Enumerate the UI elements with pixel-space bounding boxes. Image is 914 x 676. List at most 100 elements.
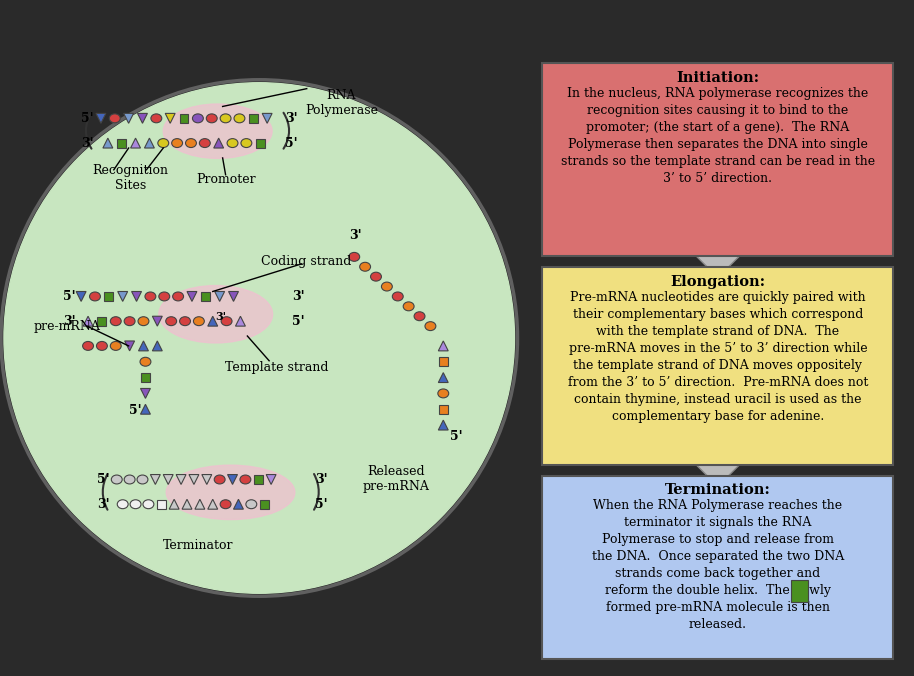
Text: 3': 3'	[349, 228, 362, 241]
Ellipse shape	[165, 317, 176, 326]
Ellipse shape	[124, 475, 135, 484]
FancyBboxPatch shape	[542, 63, 894, 256]
Polygon shape	[207, 500, 218, 509]
Text: 5': 5'	[314, 498, 327, 511]
Ellipse shape	[110, 114, 121, 123]
Text: 3': 3'	[81, 137, 94, 149]
Polygon shape	[696, 464, 739, 487]
Text: pre-mRNA: pre-mRNA	[34, 320, 101, 333]
FancyBboxPatch shape	[249, 114, 258, 123]
Polygon shape	[207, 316, 218, 326]
Polygon shape	[83, 316, 93, 326]
Text: 5': 5'	[81, 112, 94, 125]
Ellipse shape	[414, 312, 425, 320]
Polygon shape	[215, 291, 225, 301]
Polygon shape	[262, 114, 272, 123]
Text: Promoter: Promoter	[196, 173, 255, 186]
Polygon shape	[214, 138, 224, 148]
Polygon shape	[76, 291, 86, 301]
Polygon shape	[228, 475, 238, 485]
FancyBboxPatch shape	[141, 373, 150, 382]
Ellipse shape	[179, 317, 190, 326]
FancyBboxPatch shape	[201, 292, 210, 301]
FancyBboxPatch shape	[260, 500, 269, 508]
Ellipse shape	[117, 500, 128, 508]
Text: In the nucleus, RNA polymerase recognizes the
recognition sites causing it to bi: In the nucleus, RNA polymerase recognize…	[561, 87, 875, 185]
Polygon shape	[141, 404, 151, 414]
Text: Released
pre-mRNA: Released pre-mRNA	[362, 466, 430, 493]
Ellipse shape	[234, 114, 245, 123]
Text: Termination:: Termination:	[664, 483, 771, 498]
Text: 3': 3'	[216, 311, 227, 322]
Polygon shape	[189, 475, 199, 485]
Polygon shape	[96, 114, 106, 123]
Ellipse shape	[220, 500, 231, 508]
Polygon shape	[182, 500, 192, 509]
Ellipse shape	[97, 341, 107, 350]
Text: Elongation:: Elongation:	[670, 274, 765, 289]
Polygon shape	[236, 316, 245, 326]
Ellipse shape	[137, 475, 148, 484]
Polygon shape	[153, 341, 163, 351]
Polygon shape	[144, 138, 154, 148]
Polygon shape	[103, 138, 112, 148]
Ellipse shape	[349, 252, 360, 262]
Polygon shape	[132, 291, 142, 301]
FancyBboxPatch shape	[117, 139, 126, 147]
Text: Recognition
Sites: Recognition Sites	[92, 164, 168, 192]
Polygon shape	[195, 500, 205, 509]
Text: Coding strand: Coding strand	[260, 256, 351, 268]
Text: Initiation:: Initiation:	[676, 71, 760, 85]
Polygon shape	[169, 500, 179, 509]
Text: 3': 3'	[285, 112, 298, 125]
FancyBboxPatch shape	[98, 317, 106, 326]
Ellipse shape	[166, 465, 295, 520]
FancyBboxPatch shape	[791, 581, 808, 602]
Text: RNA
Polymerase: RNA Polymerase	[305, 89, 377, 117]
Ellipse shape	[145, 292, 156, 301]
Ellipse shape	[438, 389, 449, 398]
Ellipse shape	[241, 139, 252, 147]
Ellipse shape	[392, 292, 403, 301]
Polygon shape	[124, 341, 134, 351]
Ellipse shape	[246, 500, 257, 508]
Polygon shape	[228, 291, 239, 301]
Ellipse shape	[360, 262, 370, 271]
Ellipse shape	[90, 292, 101, 301]
FancyBboxPatch shape	[157, 500, 165, 508]
Text: 3': 3'	[63, 315, 76, 328]
Polygon shape	[233, 500, 243, 509]
Ellipse shape	[194, 317, 205, 326]
Text: Pre-mRNA nucleotides are quickly paired with
their complementary bases which cor: Pre-mRNA nucleotides are quickly paired …	[568, 291, 868, 422]
Text: 5': 5'	[451, 431, 462, 443]
Polygon shape	[118, 291, 128, 301]
Polygon shape	[153, 316, 163, 326]
Polygon shape	[137, 114, 147, 123]
Ellipse shape	[172, 139, 183, 147]
Ellipse shape	[381, 282, 392, 291]
Polygon shape	[123, 114, 133, 123]
Ellipse shape	[112, 475, 122, 484]
Polygon shape	[139, 341, 148, 351]
FancyBboxPatch shape	[439, 405, 448, 414]
FancyBboxPatch shape	[254, 475, 262, 484]
FancyBboxPatch shape	[256, 139, 265, 147]
Ellipse shape	[425, 322, 436, 331]
Ellipse shape	[130, 500, 141, 508]
Polygon shape	[164, 475, 173, 485]
FancyBboxPatch shape	[179, 114, 188, 123]
Polygon shape	[141, 389, 151, 398]
Polygon shape	[696, 256, 739, 278]
Ellipse shape	[214, 475, 225, 484]
Ellipse shape	[140, 358, 151, 366]
Polygon shape	[131, 138, 141, 148]
Text: 5': 5'	[129, 404, 142, 416]
Ellipse shape	[186, 139, 197, 147]
Text: 5': 5'	[292, 315, 304, 328]
Ellipse shape	[143, 500, 154, 508]
Text: 3': 3'	[97, 498, 110, 511]
Polygon shape	[266, 475, 276, 485]
Polygon shape	[439, 420, 448, 430]
Text: 5': 5'	[285, 137, 298, 149]
Ellipse shape	[173, 292, 184, 301]
